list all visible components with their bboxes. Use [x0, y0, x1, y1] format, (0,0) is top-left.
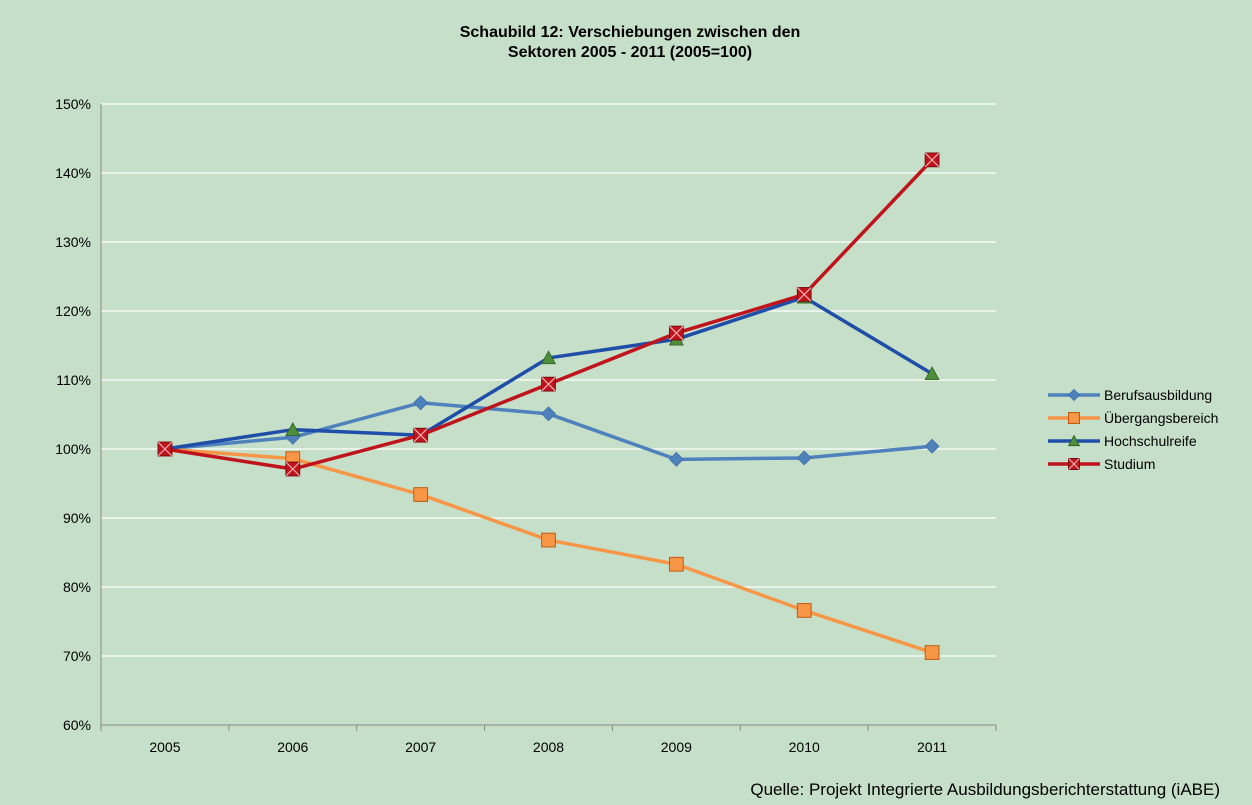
data-point	[796, 450, 812, 466]
data-point	[541, 406, 556, 422]
data-point	[285, 461, 301, 477]
y-tick-label: 70%	[63, 648, 91, 664]
marker-cross	[285, 461, 301, 477]
legend-entry: Übergangsbereich	[1048, 409, 1218, 426]
x-tick-label: 2007	[405, 739, 436, 755]
y-tick-label: 100%	[55, 441, 91, 457]
data-point	[285, 421, 301, 436]
y-tick-label: 150%	[55, 96, 91, 112]
marker-cross	[924, 152, 940, 168]
x-tick-label: 2009	[661, 739, 692, 755]
marker-cross	[413, 427, 428, 443]
data-point	[413, 395, 429, 411]
y-tick-label: 120%	[55, 303, 91, 319]
legend-swatch-marker	[1067, 388, 1081, 402]
data-point	[924, 152, 940, 168]
legend-swatch-marker	[1068, 412, 1080, 424]
data-point	[924, 645, 940, 660]
x-tick-label: 2005	[149, 739, 180, 755]
legend-label: Berufsausbildung	[1104, 387, 1212, 403]
data-point	[924, 438, 940, 454]
series-group	[157, 152, 940, 660]
legend-swatch-marker	[1068, 458, 1080, 470]
legend-entry: Hochschulreife	[1048, 433, 1197, 449]
data-point	[924, 366, 940, 381]
data-point	[668, 556, 684, 572]
data-point	[796, 287, 812, 302]
legend-label: Übergangsbereich	[1104, 409, 1218, 426]
chart-title-line-1: Schaubild 12: Verschiebungen zwischen de…	[460, 24, 801, 41]
data-point	[796, 603, 812, 618]
legend: Berufsausbildung Übergangsbereich Hochschu…	[1048, 387, 1218, 472]
legend-entry: Berufsausbildung	[1048, 387, 1212, 403]
marker-cross	[669, 325, 684, 341]
source-note: Quelle: Projekt Integrierte Ausbildungsb…	[750, 780, 1220, 799]
x-tick-label: 2008	[533, 739, 564, 755]
chart-title-line-2: Sektoren 2005 - 2011 (2005=100)	[508, 44, 752, 61]
data-point	[668, 451, 684, 467]
marker-cross	[1068, 458, 1080, 470]
y-tick-label: 110%	[56, 372, 91, 388]
data-point	[541, 376, 556, 392]
y-tick-label: 60%	[63, 717, 91, 733]
data-point	[413, 487, 429, 502]
legend-swatch-marker	[1067, 434, 1081, 447]
data-point	[540, 350, 557, 365]
data-point	[413, 427, 429, 443]
data-point	[157, 441, 173, 457]
data-point	[668, 325, 684, 341]
x-tick-label: 2011	[917, 739, 947, 755]
y-tick-label: 90%	[63, 510, 91, 526]
marker-cross	[796, 287, 812, 302]
data-point	[541, 532, 556, 548]
y-tick-label: 140%	[55, 165, 91, 181]
series-studium	[157, 152, 940, 477]
y-tick-label: 130%	[55, 234, 91, 250]
legend-label: Hochschulreife	[1104, 433, 1197, 449]
legend-label: Studium	[1104, 456, 1155, 472]
legend-entry: Studium	[1048, 456, 1155, 472]
x-tick-label: 2006	[277, 739, 308, 755]
x-tick-label: 2010	[789, 739, 820, 755]
y-tick-label: 80%	[63, 579, 91, 595]
marker-cross	[157, 441, 173, 457]
axes: 60% 70% 80% 90% 100% 110% 120% 130% 140% 150% 2005…	[55, 96, 997, 755]
marker-cross	[541, 376, 556, 392]
